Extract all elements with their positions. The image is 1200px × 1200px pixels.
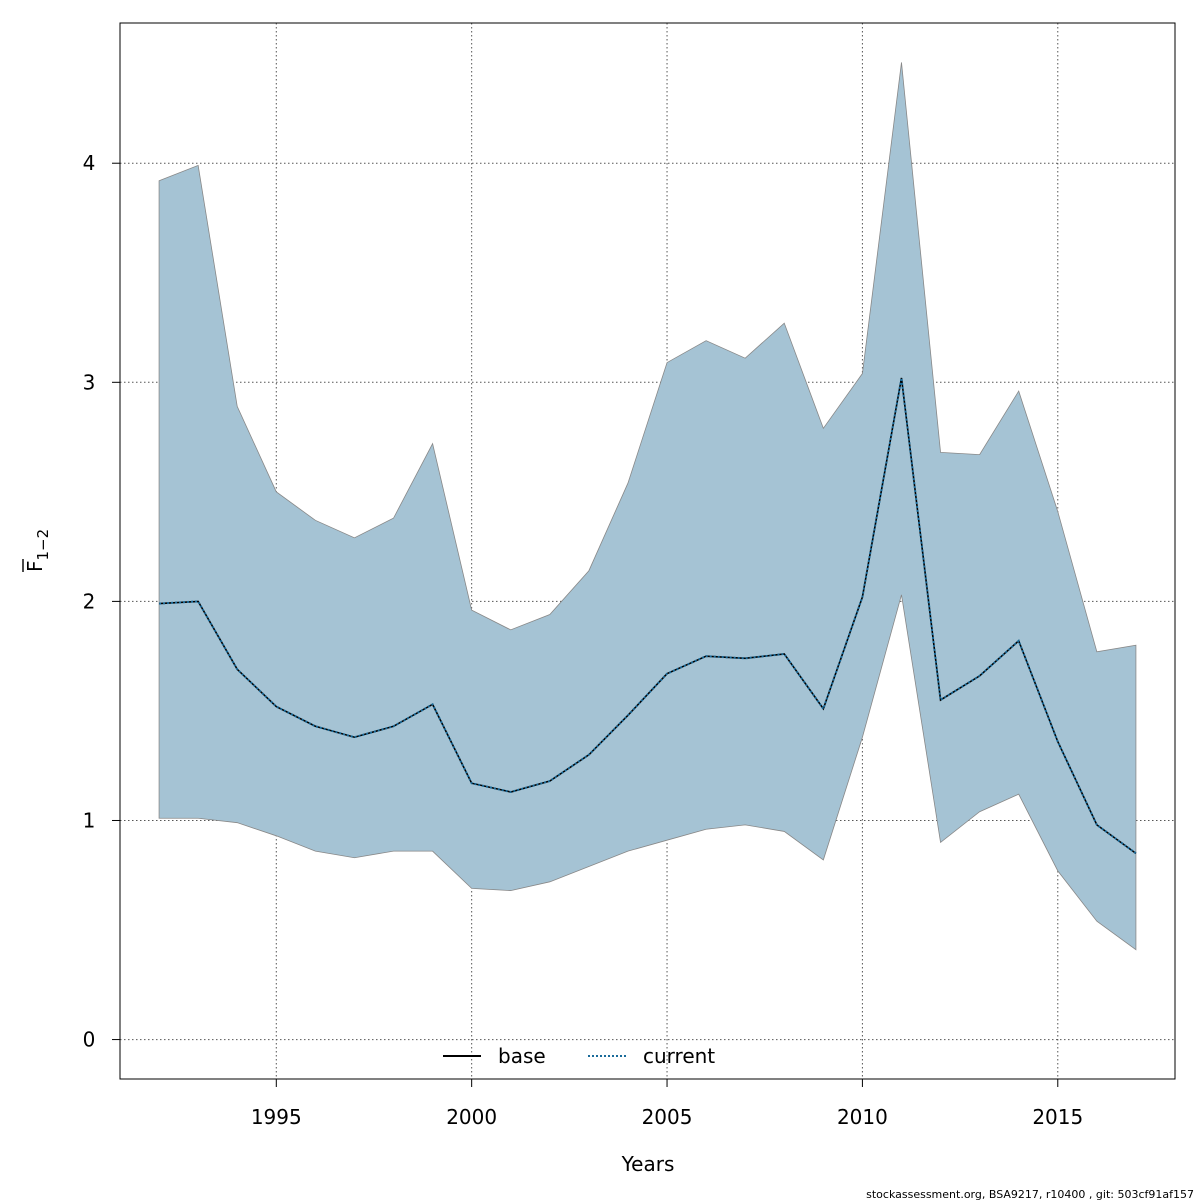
y-tick-label-3: 3: [83, 370, 96, 394]
y-axis: 0 1 2 3 4: [83, 151, 120, 1052]
x-axis-label: Years: [621, 1152, 675, 1176]
y-tick-label-1: 1: [83, 808, 96, 832]
x-tick-label-2005: 2005: [642, 1105, 693, 1129]
confidence-band: [158, 62, 1137, 951]
y-axis-label-text: F1−2: [23, 529, 52, 572]
legend-label-base: base: [498, 1044, 546, 1068]
y-axis-label-main: F: [23, 560, 47, 572]
legend-label-current: current: [643, 1044, 715, 1068]
y-tick-label-4: 4: [83, 151, 96, 175]
x-tick-label-2000: 2000: [446, 1105, 497, 1129]
x-tick-label-2010: 2010: [837, 1105, 888, 1129]
series-lines: [159, 377, 1137, 855]
y-tick-label-2: 2: [83, 589, 96, 613]
legend: base current: [443, 1044, 715, 1068]
footer-credit: stockassessment.org, BSA9217, r10400 , g…: [866, 1188, 1194, 1200]
y-axis-label-subscript: 1−2: [34, 529, 52, 561]
x-tick-label-1995: 1995: [251, 1105, 302, 1129]
y-tick-label-0: 0: [83, 1028, 96, 1052]
plot-frame: [119, 22, 1176, 1080]
confidence-band-area: [158, 62, 1137, 951]
x-tick-label-2015: 2015: [1032, 1105, 1083, 1129]
series-line-current: [159, 377, 1137, 855]
x-axis: 1995 2000 2005 2010 2015: [251, 1079, 1083, 1129]
y-axis-label: F1−2: [22, 529, 52, 572]
